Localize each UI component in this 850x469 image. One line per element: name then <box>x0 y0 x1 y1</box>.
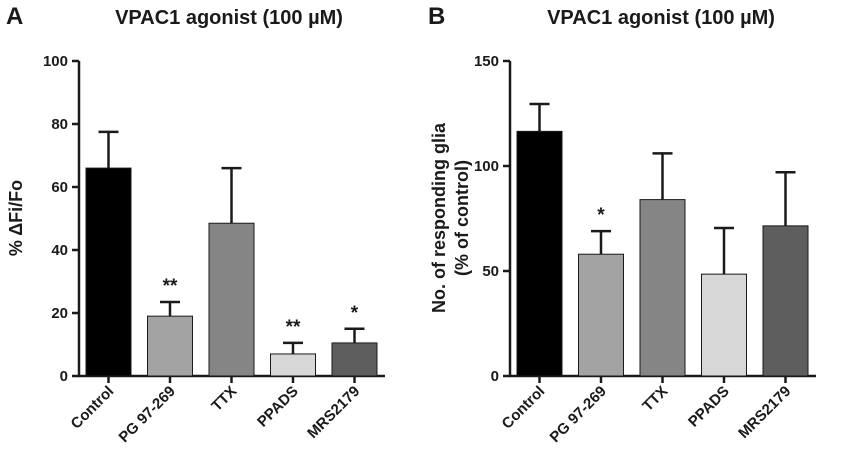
bar <box>639 199 686 377</box>
x-tick-label: TTX <box>208 383 240 415</box>
panel-b: B VPAC1 agonist (100 µM) No. of respondi… <box>428 3 816 446</box>
bar <box>762 225 809 377</box>
x-tick-label: PG 97-269 <box>116 383 179 446</box>
x-tick-label: Control <box>499 383 549 433</box>
x-tick-label: PPADS <box>685 383 733 431</box>
significance-label: ** <box>163 276 178 297</box>
y-tick-label: 100 <box>474 158 499 175</box>
chart-title: VPAC1 agonist (100 µM) <box>115 7 343 29</box>
bar <box>147 315 193 377</box>
y-tick-label: 0 <box>491 368 499 385</box>
y-axis-label-line-1: No. of responding glia <box>429 122 449 313</box>
bar <box>516 130 563 377</box>
y-tick-label: 40 <box>51 242 68 259</box>
significance-label: * <box>597 205 605 226</box>
bar <box>578 253 624 377</box>
significance-label: * <box>351 303 359 324</box>
x-tick-label: MRS2179 <box>304 383 363 442</box>
panel-a: A VPAC1 agonist (100 µM) % ΔFi/Fo 0 20 40 6… <box>6 3 385 446</box>
y-tick-label: 0 <box>60 368 68 385</box>
y-tick-label: 80 <box>51 116 68 133</box>
y-tick-label: 50 <box>482 263 499 280</box>
x-tick-label: PG 97-269 <box>547 383 610 446</box>
bar <box>208 222 255 377</box>
panel-letter: A <box>6 3 23 30</box>
bar <box>331 342 378 377</box>
significance-label: ** <box>286 317 301 338</box>
y-tick-label: 100 <box>43 53 68 70</box>
chart-title: VPAC1 agonist (100 µM) <box>547 7 775 29</box>
bars: ***** <box>85 130 378 377</box>
bars: * <box>516 102 809 377</box>
y-tick-label: 20 <box>51 305 68 322</box>
x-tick-label: PPADS <box>254 383 302 431</box>
y-axis-label: % ΔFi/Fo <box>6 180 26 256</box>
x-tick-label: MRS2179 <box>735 383 794 442</box>
bar <box>85 167 132 377</box>
y-axis-label-line-2: (% of control) <box>452 160 472 276</box>
panel-letter: B <box>428 3 445 30</box>
y-tick-label: 60 <box>51 179 68 196</box>
x-tick-label: TTX <box>639 383 671 415</box>
bar <box>270 353 316 377</box>
x-tick-label: Control <box>68 383 118 433</box>
bar <box>701 273 747 377</box>
y-tick-label: 150 <box>474 53 499 70</box>
